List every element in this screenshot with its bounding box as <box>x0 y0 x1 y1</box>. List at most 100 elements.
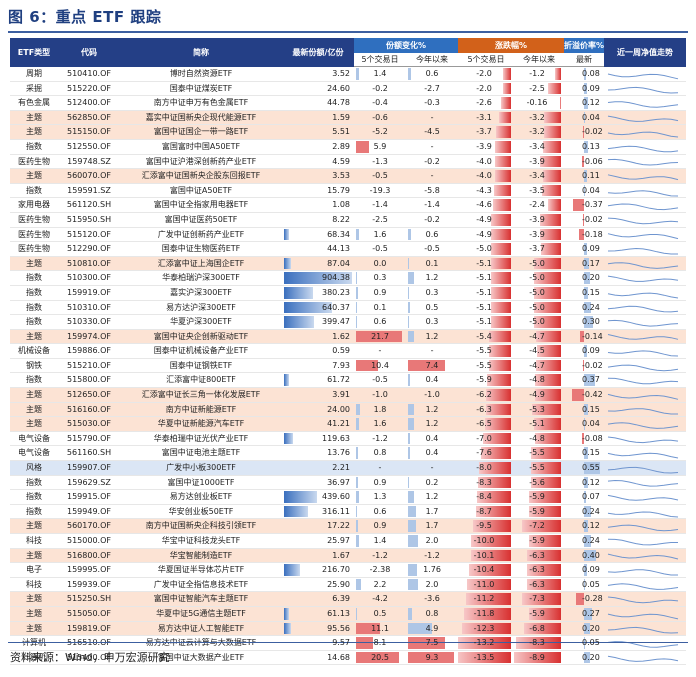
shares-bar <box>284 272 352 284</box>
cell-name: 易方达中证人工智能ETF <box>120 621 282 637</box>
premium-bar <box>584 286 589 299</box>
pct-change-value: -5.0 <box>476 244 492 254</box>
cell-premium: -0.28 <box>564 591 605 607</box>
premium-value: 0.13 <box>582 141 600 151</box>
pct-change-bar <box>490 257 512 270</box>
share-change-bar <box>408 520 417 532</box>
cell-s5: 1.6 <box>354 227 406 243</box>
cell-premium: 0.08 <box>564 66 605 82</box>
cell-sytd: 2.0 <box>406 577 459 593</box>
share-change-value: -0.6 <box>372 112 388 122</box>
cell-type: 有色金属 <box>10 95 58 111</box>
trend-line <box>608 319 679 327</box>
premium-bar <box>584 578 586 591</box>
shares-value: 24.00 <box>327 404 350 414</box>
cell-type: 主题 <box>10 591 58 607</box>
cell-type: 指数 <box>10 475 58 491</box>
cell-type: 主题 <box>10 168 58 184</box>
share-change-value: 5.9 <box>373 141 387 151</box>
pct-change-bar <box>534 389 562 401</box>
premium-value: 0.17 <box>582 258 600 268</box>
cell-sytd: -0.2 <box>406 212 459 228</box>
cell-premium: 0.12 <box>564 475 605 491</box>
shares-value: 3.52 <box>332 68 350 78</box>
share-change-value: 0.0 <box>373 258 387 268</box>
pct-change-bar <box>534 316 562 328</box>
pct-change-bar <box>531 462 562 474</box>
cell-shares: 1.59 <box>282 110 354 126</box>
cell-sytd: 0.8 <box>406 606 459 622</box>
cell-s5: 0.9 <box>354 518 406 534</box>
cell-s5: -2.38 <box>354 562 406 578</box>
pct-change-bar <box>458 651 512 664</box>
pct-change-value: -8.3 <box>529 638 545 648</box>
trend-line <box>608 569 679 576</box>
cell-shares: 68.34 <box>282 227 354 243</box>
cell-sytd: 1.2 <box>406 489 459 505</box>
pct-change-bar <box>473 520 512 532</box>
premium-value: 0.15 <box>582 404 600 414</box>
cell-sytd: 0.1 <box>406 256 459 272</box>
share-change-value: 0.9 <box>373 477 387 487</box>
trend-sparkline <box>607 233 679 240</box>
cell-shares: 61.72 <box>282 372 354 389</box>
table-row: 电气设备 515790.OF 华泰柏瑞中证光伏产业ETF 119.63 -1.2 0.4 -… <box>10 431 687 447</box>
share-change-value: -2.7 <box>424 83 440 93</box>
share-change-value: 0.4 <box>425 433 439 443</box>
trend-line <box>608 408 679 415</box>
shares-value: 3.91 <box>332 390 350 400</box>
share-change-value: -5.8 <box>424 185 440 195</box>
pct-change-value: -10.0 <box>473 536 495 545</box>
cell-s5: -0.5 <box>354 168 406 184</box>
share-change-value: 0.1 <box>373 302 387 312</box>
pct-change-value: -5.0 <box>529 258 545 268</box>
pct-change-value: -6.3 <box>529 579 545 589</box>
share-change-value: 20.5 <box>371 652 389 662</box>
cell-shares: 95.56 <box>282 621 354 637</box>
cell-code: 515250.SH <box>58 591 120 607</box>
premium-bar <box>578 228 585 241</box>
cell-p5: -5.5 <box>458 343 515 359</box>
cell-name: 华泰柏瑞中证光伏产业ETF <box>120 431 282 447</box>
trend-line <box>607 511 679 518</box>
premium-value: -0.37 <box>582 200 603 210</box>
share-change-value: 1.2 <box>425 331 439 341</box>
cell-type: 机械设备 <box>10 343 58 359</box>
share-change-value: -5.2 <box>372 127 388 137</box>
cell-s5: -1.2 <box>354 548 406 564</box>
cell-p5: -10.0 <box>458 533 515 549</box>
cell-trend <box>604 81 687 97</box>
pct-change-bar <box>534 301 562 314</box>
table-row: 采掘 515220.OF 国泰中证煤炭ETF 24.60 -0.2 -2.7 -2.0 -2.… <box>10 81 687 97</box>
cell-trend <box>604 621 687 637</box>
cell-sytd: 0.3 <box>406 285 459 301</box>
share-change-value: - <box>430 463 434 473</box>
cell-name: 广发中小板300ETF <box>120 460 282 476</box>
pct-change-value: -3.2 <box>529 112 545 122</box>
shares-value: 904.38 <box>322 273 350 283</box>
table-row: 主题 516800.OF 华宝智能制造ETF 1.67 -1.2 -1.2 -10.1 -6.… <box>10 548 687 564</box>
share-change-bar <box>356 272 357 284</box>
share-change-value: 7.5 <box>425 638 439 648</box>
cell-s5: 8.1 <box>354 635 406 651</box>
pct-change-bar <box>485 418 512 430</box>
cell-s5: -0.5 <box>354 241 406 257</box>
cell-s5: 0.9 <box>354 475 406 491</box>
pct-change-bar <box>495 170 512 182</box>
cell-pytd: -5.0 <box>514 270 565 286</box>
cell-shares: 87.04 <box>282 256 354 272</box>
premium-value: 0.04 <box>582 185 600 195</box>
premium-value: 0.20 <box>582 652 600 662</box>
cell-name: 国泰中证生物医药ETF <box>120 241 282 257</box>
share-change-value: -1.3 <box>372 156 388 166</box>
share-change-value: -1.2 <box>372 550 388 560</box>
shares-value: 61.72 <box>327 375 350 385</box>
shares-value: 36.97 <box>327 477 350 487</box>
pct-change-bar <box>463 607 512 620</box>
pct-change-value: -9.5 <box>476 521 492 531</box>
pct-change-bar <box>491 213 512 226</box>
cell-trend <box>604 314 687 330</box>
pct-change-value: -5.0 <box>529 302 545 312</box>
cell-premium: 0.04 <box>564 183 605 199</box>
share-change-bar <box>356 403 360 416</box>
